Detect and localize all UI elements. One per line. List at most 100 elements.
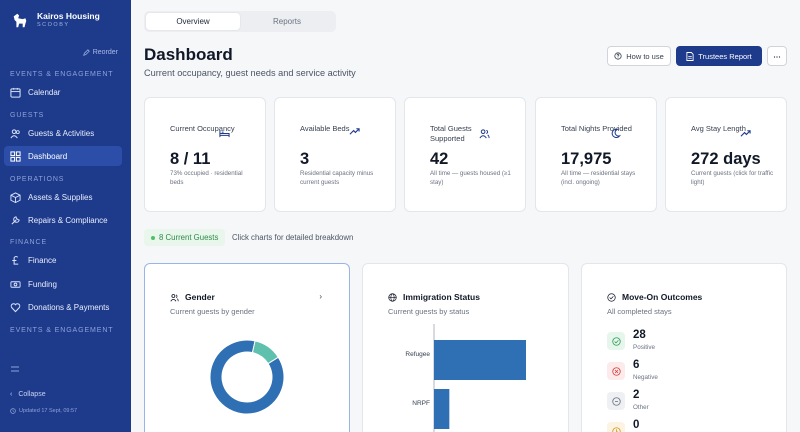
pound-icon	[12, 255, 19, 265]
wrench-icon	[11, 215, 20, 225]
sidebar-item-assets[interactable]: Assets & Supplies	[4, 187, 122, 207]
kpi-card-avg-stay[interactable]: Avg Stay Length 272 days Current guests …	[665, 97, 787, 212]
sidebar-item-donations[interactable]: Donations & Payments	[4, 297, 122, 317]
current-guests-filter[interactable]: 8 Current Guests	[144, 229, 226, 246]
sidebar-item-label: Calendar	[28, 87, 61, 97]
kpi-value: 272 days	[691, 150, 761, 168]
trend-up-icon	[349, 128, 360, 135]
kpi-card-occupancy[interactable]: Current Occupancy 8 / 11 73% occupied · …	[144, 97, 266, 212]
outcome-value: 6	[633, 359, 640, 371]
immigration-panel[interactable]: Immigration Status Current guests by sta…	[362, 263, 569, 432]
immigration-bar-chart[interactable]: Refugee NRPF	[363, 324, 569, 432]
check-circle-icon	[607, 332, 625, 350]
updated-label: Updated 17 Sept, 09:57	[19, 408, 78, 414]
help-circle-icon	[614, 52, 622, 60]
gender-donut-chart[interactable]	[207, 337, 287, 417]
kpi-note: Residential capacity minus current guest…	[300, 170, 374, 186]
kpi-label: Total Guests Supported	[430, 124, 472, 143]
outcome-value: 28	[633, 329, 646, 341]
status-dot-icon	[151, 235, 155, 240]
kpi-note: All time — guests housed (≥1 stay)	[430, 170, 511, 186]
kpi-note: Current guests (click for traffic light)	[691, 170, 774, 186]
trend-up-icon	[740, 130, 751, 137]
page-title: Dashboard	[144, 45, 233, 64]
moon-icon	[611, 128, 621, 138]
dashboard-icon	[10, 150, 21, 162]
users-icon	[479, 129, 490, 139]
sidebar-item-guests[interactable]: Guests & Activities	[4, 123, 122, 143]
document-icon	[686, 51, 694, 61]
chevron-left-icon: ‹	[10, 391, 13, 398]
donut-slice-male[interactable]	[209, 339, 285, 415]
sidebar-item-label: Dashboard	[28, 151, 68, 161]
clock-icon	[10, 408, 16, 414]
panel-title: Move-On Outcomes	[607, 292, 702, 302]
section-label: FINANCE	[10, 239, 48, 246]
tab-overview[interactable]: Overview	[146, 13, 240, 30]
move-on-panel[interactable]: Move-On Outcomes All completed stays 28 …	[581, 263, 787, 432]
sidebar-item-dashboard[interactable]: Dashboard	[4, 146, 122, 166]
kpi-value: 42	[430, 150, 449, 168]
bar-label: NRPF	[412, 400, 430, 407]
bar-refugee[interactable]	[434, 340, 526, 380]
how-to-use-button[interactable]: How to use	[607, 46, 671, 66]
kpi-card-total-nights[interactable]: Total Nights Provided 17,975 All time — …	[535, 97, 657, 212]
tab-reports[interactable]: Reports	[272, 17, 301, 26]
bar-label: Refugee	[405, 351, 430, 358]
sidebar-item-label: Repairs & Compliance	[28, 215, 108, 225]
filter-label: 8 Current Guests	[159, 233, 219, 242]
globe-icon	[388, 292, 397, 302]
sidebar-item-calendar[interactable]: Calendar	[4, 82, 122, 102]
filter-hint: Click charts for detailed breakdown	[232, 233, 354, 242]
section-label: GUESTS	[10, 112, 45, 119]
kpi-value: 8 / 11	[170, 150, 211, 168]
trustees-report-label: Trustees Report	[698, 51, 752, 61]
kpi-card-available-beds[interactable]: Available Beds 3 Residential capacity mi…	[274, 97, 396, 212]
more-options-button[interactable]: ⋯	[767, 46, 787, 66]
brand-name: Kairos Housing	[37, 11, 100, 21]
sidebar-item-funding[interactable]: Funding	[4, 274, 122, 294]
reorder-button[interactable]: Reorder	[82, 49, 118, 56]
calendar-icon	[10, 87, 21, 98]
section-label: EVENTS & ENGAGEMENT	[10, 327, 114, 334]
collapse-button[interactable]: ‹ Collapse	[10, 391, 46, 398]
page-subtitle: Current occupancy, guest needs and servi…	[144, 68, 356, 78]
menu-icon[interactable]	[10, 364, 20, 374]
kpi-value: 17,975	[561, 150, 612, 168]
sidebar-item-label: Guests & Activities	[28, 128, 95, 138]
bed-icon	[219, 130, 230, 138]
view-tabs: Overview Reports	[144, 11, 336, 32]
immigration-title: Immigration Status	[403, 292, 480, 302]
panel-title: Gender	[170, 292, 215, 302]
check-circle-icon	[607, 292, 616, 302]
box-icon	[10, 191, 21, 203]
move-on-title: Move-On Outcomes	[622, 292, 703, 302]
users-icon	[170, 293, 179, 302]
panel-subtitle: Current guests by gender	[170, 307, 255, 316]
collapse-label: Collapse	[18, 391, 46, 398]
kpi-label: Current Occupancy	[170, 124, 235, 133]
outcome-label: Positive	[633, 344, 656, 351]
chevron-right-icon[interactable]: ›	[319, 292, 322, 301]
sidebar-item-finance[interactable]: Finance	[4, 250, 122, 270]
bar-nrpf[interactable]	[434, 389, 450, 429]
kpi-card-total-guests[interactable]: Total Guests Supported 42 All time — gue…	[404, 97, 526, 212]
brand[interactable]: Kairos Housing SCOOBY	[11, 11, 100, 29]
gender-title: Gender	[185, 292, 215, 302]
section-label: EVENTS & ENGAGEMENT	[10, 71, 114, 78]
sidebar-item-label: Donations & Payments	[28, 302, 110, 312]
gender-panel[interactable]: Gender › Current guests by gender	[144, 263, 350, 432]
sidebar-item-repairs[interactable]: Repairs & Compliance	[4, 210, 122, 230]
kpi-value: 3	[300, 150, 310, 168]
x-circle-icon	[607, 362, 625, 380]
sidebar-item-label: Funding	[28, 279, 57, 289]
kpi-label: Available Beds	[300, 124, 350, 133]
donut-slice-female[interactable]	[251, 340, 279, 365]
trustees-report-button[interactable]: Trustees Report	[676, 46, 762, 66]
kpi-label: Avg Stay Length	[691, 124, 746, 133]
clock-icon	[607, 422, 625, 432]
panel-subtitle: Current guests by status	[388, 307, 470, 316]
how-to-use-label: How to use	[626, 51, 664, 61]
panel-title: Immigration Status	[388, 292, 480, 302]
sidebar: Kairos Housing SCOOBY Reorder EVENTS & E…	[0, 0, 131, 432]
